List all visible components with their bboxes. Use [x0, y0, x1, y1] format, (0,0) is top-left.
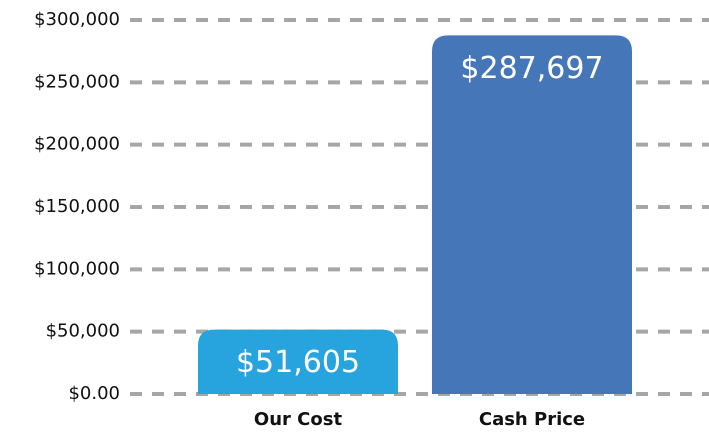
- x-tick-label: Our Cost: [254, 409, 343, 430]
- value-label: $287,697: [460, 51, 603, 86]
- y-tick-label: $100,000: [34, 258, 120, 279]
- y-tick-label: $50,000: [46, 321, 120, 342]
- bar: [432, 35, 632, 395]
- value-label: $51,605: [236, 345, 360, 380]
- bar: [198, 329, 398, 394]
- y-tick-label: $150,000: [34, 196, 120, 217]
- y-tick-label: $250,000: [34, 71, 120, 92]
- y-tick-label: $0.00: [68, 383, 120, 404]
- y-tick-label: $300,000: [34, 9, 120, 30]
- x-tick-label: Cash Price: [479, 409, 585, 430]
- y-tick-label: $200,000: [34, 134, 120, 155]
